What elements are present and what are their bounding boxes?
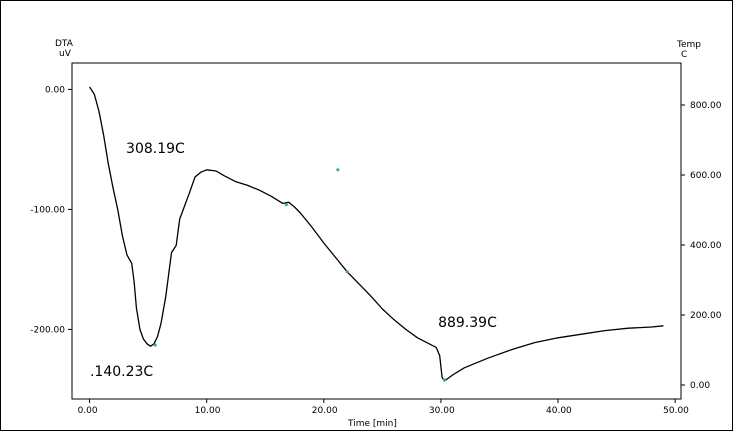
peak-annotation-label: 889.39C bbox=[438, 315, 497, 331]
y-right-tick-label: 200.00 bbox=[690, 311, 722, 321]
y-left-tick-label: 0.00 bbox=[45, 85, 65, 95]
plot-area-border bbox=[71, 62, 682, 400]
peak-annotation-label: .140.23C bbox=[90, 364, 153, 380]
x-tick-label: 20.00 bbox=[312, 406, 338, 416]
y-left-tick-label: -200.00 bbox=[30, 325, 65, 335]
curve-marker-point bbox=[153, 343, 157, 347]
peak-annotations: .140.23C 308.19C 889.39C bbox=[90, 141, 497, 380]
y-right-axis-title-line2: C bbox=[681, 50, 687, 60]
x-tick-label: 10.00 bbox=[195, 406, 221, 416]
y-right-tick-label: 600.00 bbox=[690, 171, 722, 181]
x-tick-label: 30.00 bbox=[429, 406, 455, 416]
curve-markers bbox=[153, 168, 447, 382]
y-right-tick-label: 800.00 bbox=[690, 101, 722, 111]
y-right-tick-label: 0.00 bbox=[690, 381, 710, 391]
x-tick-label: 50.00 bbox=[663, 406, 689, 416]
y-right-tick-label: 400.00 bbox=[690, 241, 722, 251]
x-tick-label: 0.00 bbox=[78, 406, 98, 416]
curve-marker-point bbox=[284, 203, 288, 207]
y-left-axis-title-line1: DTA bbox=[55, 39, 74, 49]
y-left-tick-label: -100.00 bbox=[30, 205, 65, 215]
x-axis-title: Time [min] bbox=[347, 419, 397, 429]
y-left-axis-title-line2: uV bbox=[59, 49, 72, 59]
peak-annotation-label: 308.19C bbox=[126, 141, 185, 157]
x-tick-label: 40.00 bbox=[546, 406, 572, 416]
curve-marker-point bbox=[442, 378, 447, 382]
curve-marker-point bbox=[336, 168, 340, 172]
axis-ticks: 0.00 10.00 20.00 30.00 40.00 50.00 0.00 -100.00… bbox=[30, 85, 722, 416]
dta-curve bbox=[89, 86, 664, 382]
y-right-axis-title-line1: Temp bbox=[676, 40, 701, 50]
curve-marker-point bbox=[345, 270, 349, 274]
